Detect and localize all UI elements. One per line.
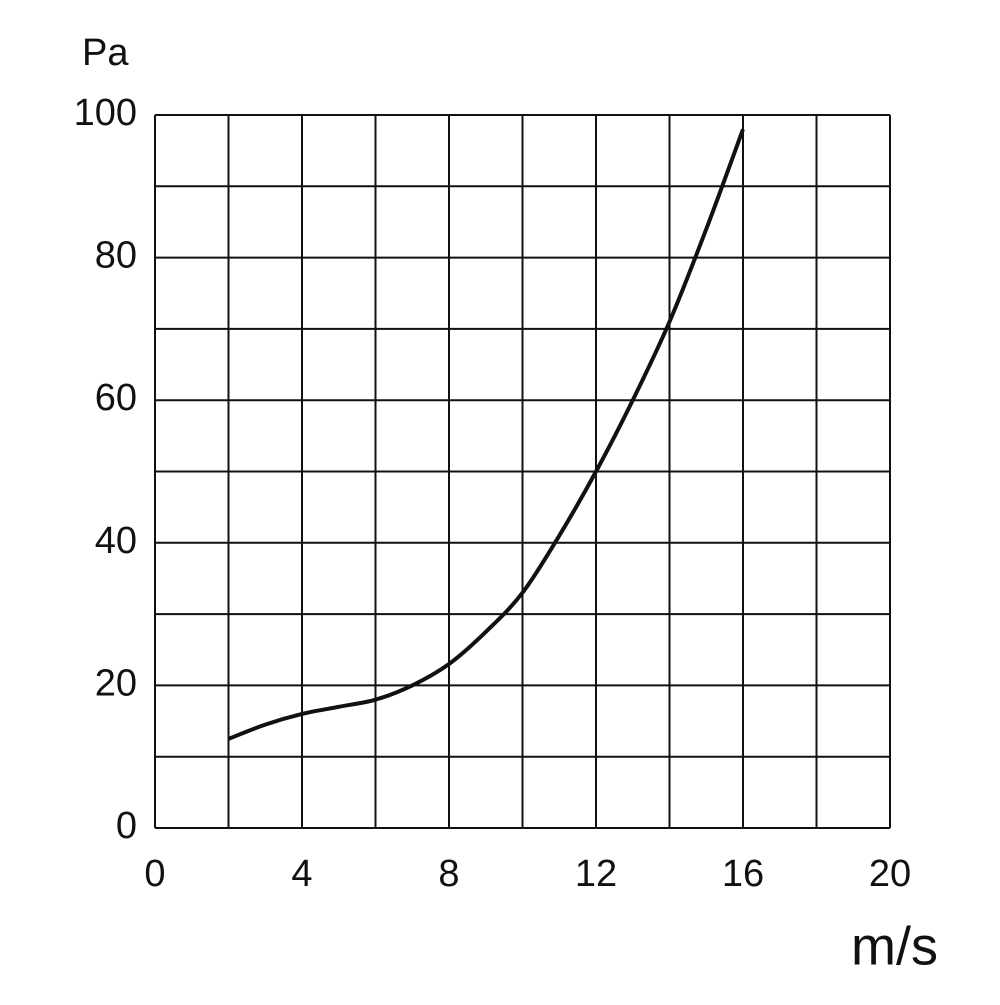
- x-tick-label: 8: [438, 853, 459, 895]
- x-tick-label: 4: [291, 853, 312, 895]
- x-tick-label: 16: [722, 853, 764, 895]
- x-tick-label: 20: [869, 853, 911, 895]
- x-axis-label: m/s: [851, 916, 938, 976]
- y-tick-label: 40: [95, 520, 137, 562]
- y-tick-label: 20: [95, 662, 137, 704]
- y-tick-label: 60: [95, 377, 137, 419]
- y-tick-label: 0: [116, 805, 137, 847]
- line: [227, 128, 745, 741]
- y-tick-label: 100: [74, 92, 137, 134]
- y-tick-label: 80: [95, 235, 137, 277]
- y-axis-label: Pa: [82, 32, 129, 74]
- x-tick-label: 0: [144, 853, 165, 895]
- x-tick-label: 12: [575, 853, 617, 895]
